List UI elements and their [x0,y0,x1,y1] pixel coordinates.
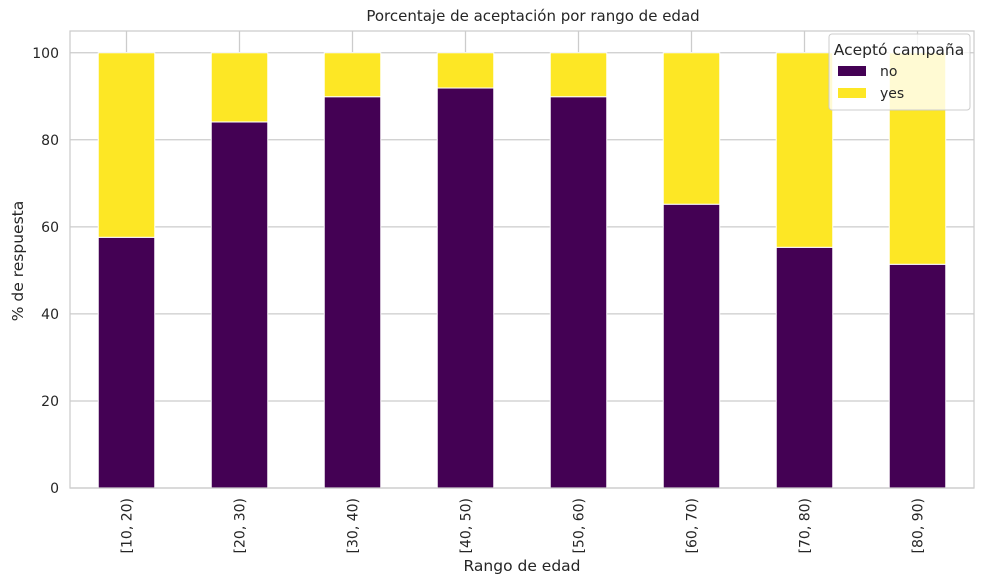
y-tick-label: 40 [41,307,59,323]
bar-no-0 [97,236,156,489]
bar-yes-5 [662,52,721,205]
bar-no-2 [323,96,382,489]
bar-yes-2 [323,52,382,98]
bar-no-3 [436,87,495,489]
x-tick-label: [30, 40) [346,498,362,553]
chart-title: Porcentaje de aceptación por rango de ed… [366,7,699,25]
legend-label-yes: yes [880,86,904,102]
x-axis-label: Rango de edad [463,557,580,575]
legend-swatch-yes [838,88,866,98]
plot-frame [69,30,975,489]
bar-yes-1 [210,52,269,123]
x-tick-label: [40, 50) [459,498,475,553]
x-tick-label: [20, 30) [233,498,249,553]
bar-yes-6 [775,52,834,248]
legend-swatch-no [838,66,866,76]
bar-no-6 [775,246,834,489]
bar-yes-3 [436,52,495,89]
bar-yes-0 [97,52,156,238]
x-tick-label: [80, 90) [911,498,927,553]
bars [97,52,947,489]
x-tick-label: [60, 70) [685,498,701,553]
legend-label-no: no [880,64,897,80]
y-axis-label: % de respuesta [9,201,27,321]
y-tick-labels: 0 20 40 60 80 100 [32,46,59,497]
x-tick-label: [10, 20) [120,498,136,553]
bar-no-4 [549,96,608,489]
y-tick-label: 20 [41,394,59,410]
legend: Aceptó campaña no yes [828,33,971,111]
bar-no-1 [210,121,269,489]
legend-title: Aceptó campaña [834,41,965,59]
bar-yes-4 [549,52,608,98]
x-tick-label: [70, 80) [798,498,814,553]
bar-no-5 [662,203,721,489]
bar-no-7 [888,263,947,489]
x-tick-label: [50, 60) [572,498,588,553]
y-tick-label: 80 [41,133,59,149]
x-tick-labels: [10, 20) [20, 30) [30, 40) [40, 50) [50, 60)… [120,498,927,553]
y-tick-label: 100 [32,46,59,62]
legend-items: no yes [838,64,904,102]
y-tick-label: 60 [41,220,59,236]
y-tick-label: 0 [50,481,59,497]
